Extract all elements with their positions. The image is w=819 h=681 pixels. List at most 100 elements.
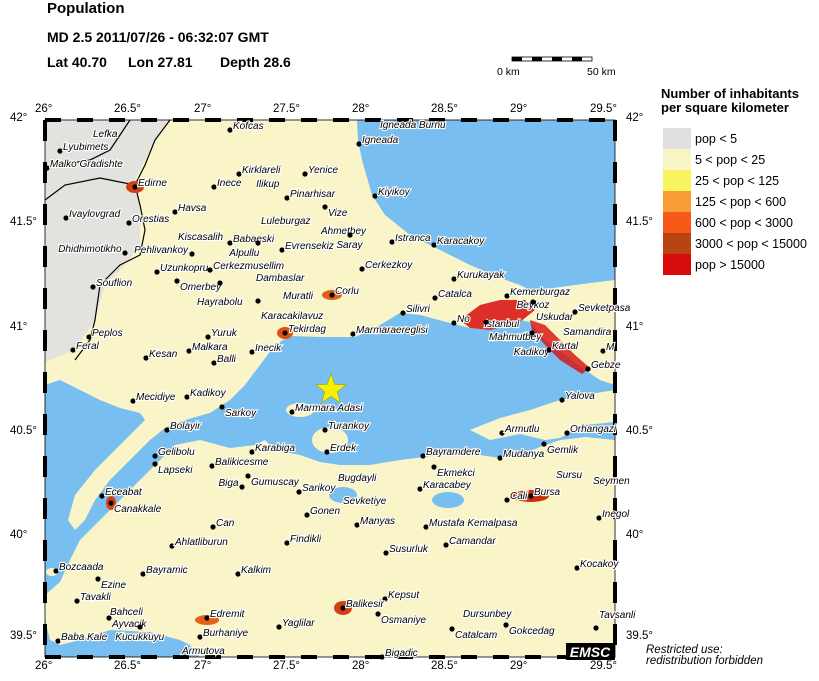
lake-uluabat bbox=[432, 492, 464, 508]
city-label: Kadikoy bbox=[514, 347, 551, 358]
city-label: Armutlu bbox=[504, 424, 540, 435]
city-label: Inecik bbox=[255, 343, 282, 354]
legend-title-line2: per square kilometer bbox=[661, 100, 789, 115]
city-marker: Mustafa Kemalpasa bbox=[423, 517, 519, 530]
city-label: Yaglilar bbox=[282, 618, 315, 629]
city-dot-icon bbox=[593, 625, 599, 631]
city-label: Karacakilavuz bbox=[261, 311, 323, 322]
lon-tick-top: 27.5° bbox=[273, 103, 300, 115]
city-dot-icon bbox=[63, 215, 69, 221]
city-marker: Cali bbox=[504, 490, 529, 503]
city-marker: Orestias bbox=[126, 213, 170, 226]
city-label: Marmaraereglisi bbox=[356, 325, 428, 336]
city-label: Inegol bbox=[602, 509, 630, 520]
city-dot-icon bbox=[164, 427, 170, 433]
city-dot-icon bbox=[529, 330, 535, 336]
emsc-logo: EMSC bbox=[566, 643, 615, 660]
city-marker: Mecidiye bbox=[130, 391, 177, 404]
city-layer: Kofcas Lefka Lyubimets Malko Gradishte Edirn… bbox=[44, 119, 637, 660]
city-marker: Uzunkopru bbox=[154, 262, 210, 275]
legend-title-line1: Number of inhabitants bbox=[661, 86, 799, 101]
city-marker: Karacabey bbox=[417, 479, 473, 492]
city-marker: Beykoz bbox=[515, 299, 550, 312]
city-marker: Tavakli bbox=[74, 591, 113, 604]
city-label: Sursu bbox=[556, 470, 583, 481]
city-label: Bayramic bbox=[146, 565, 188, 576]
star-icon bbox=[314, 372, 348, 404]
city-label: Yenice bbox=[308, 165, 338, 176]
city-label: Catalca bbox=[438, 289, 472, 300]
city-marker: Silivri bbox=[400, 303, 432, 316]
city-label: Canakkale bbox=[114, 504, 162, 515]
city-marker: Baba Kale bbox=[55, 631, 109, 644]
legend-swatch bbox=[663, 170, 691, 191]
lon-tick-top: 29° bbox=[510, 103, 528, 115]
city-marker: Karabiga bbox=[249, 442, 297, 455]
city-label: Kirklareli bbox=[242, 165, 281, 176]
city-marker: Kurukayak bbox=[451, 269, 506, 282]
city-marker: Inecik bbox=[249, 342, 283, 355]
city-label: Cerkezmusellim bbox=[213, 261, 284, 272]
city-marker: Kiyikoy bbox=[372, 186, 412, 199]
legend-swatch bbox=[663, 128, 691, 149]
density-istanbul-asia bbox=[530, 320, 590, 374]
city-marker: Havsa bbox=[172, 202, 208, 215]
city-marker: Cerkezmusellim bbox=[207, 260, 285, 273]
city-label: Burhaniye bbox=[203, 628, 248, 639]
city-label: Camandar bbox=[449, 536, 496, 547]
city-label: Bayramdere bbox=[426, 447, 481, 458]
city-dot-icon bbox=[140, 571, 146, 577]
city-dot-icon bbox=[572, 309, 578, 315]
city-marker: Erdek bbox=[324, 442, 358, 455]
city-marker: Kiscasalih bbox=[177, 231, 225, 244]
city-label: Ahlatliburun bbox=[174, 537, 228, 548]
legend-item: 3000 < pop < 15000 bbox=[663, 233, 807, 254]
city-marker: Yalova bbox=[559, 390, 596, 403]
city-label: Catalcam bbox=[455, 630, 497, 641]
city-dot-icon bbox=[340, 605, 346, 611]
city-marker: Kucukkuyu bbox=[114, 624, 166, 644]
legend-title: Number of inhabitants per square kilomet… bbox=[661, 87, 799, 115]
city-dot-icon bbox=[126, 220, 132, 226]
city-marker: Sarikoy bbox=[296, 482, 337, 495]
city-label: Manyas bbox=[360, 516, 395, 527]
notice-line2: redistribution forbidden bbox=[646, 655, 763, 667]
city-label: Omerbey bbox=[180, 282, 222, 293]
city-marker: Lyubimets bbox=[57, 141, 110, 154]
city-marker: Bayramic bbox=[140, 564, 189, 577]
city-dot-icon bbox=[186, 348, 192, 354]
city-dot-icon bbox=[189, 251, 195, 257]
city-marker: Catalca bbox=[432, 288, 473, 301]
city-marker: Ahlatliburun bbox=[169, 536, 229, 549]
legend-item: pop > 15000 bbox=[663, 254, 765, 275]
city-dot-icon bbox=[57, 148, 63, 154]
city-label: Kocakoy bbox=[580, 559, 619, 570]
kapidag-peninsula bbox=[312, 427, 348, 453]
legend-item: 600 < pop < 3000 bbox=[663, 212, 793, 233]
city-label: Kepsut bbox=[388, 590, 420, 601]
scale-start-label: 0 km bbox=[497, 66, 520, 78]
city-dot-icon bbox=[95, 576, 101, 582]
city-dot-icon bbox=[245, 473, 251, 479]
city-marker: Seymen bbox=[592, 475, 631, 488]
city-label: Edirne bbox=[138, 178, 167, 189]
city-label: Mahmutbey bbox=[489, 332, 542, 343]
lon-tick-top: 28° bbox=[352, 103, 370, 115]
city-dot-icon bbox=[236, 171, 242, 177]
lat-tick-left: 40° bbox=[10, 529, 28, 541]
country-border bbox=[44, 119, 131, 169]
city-dot-icon bbox=[227, 127, 233, 133]
city-marker: Sursu bbox=[555, 469, 584, 482]
city-dot-icon bbox=[279, 247, 285, 253]
city-marker: Balli bbox=[211, 353, 238, 366]
country-border bbox=[74, 119, 171, 361]
city-dot-icon bbox=[356, 141, 362, 147]
lon-tick-bottom: 28° bbox=[352, 660, 370, 672]
city-dot-icon bbox=[249, 349, 255, 355]
city-marker: Turankoy bbox=[322, 420, 371, 433]
lon-tick-bottom: 29° bbox=[510, 660, 528, 672]
city-label: Kemerburgaz bbox=[510, 287, 570, 298]
city-dot-icon bbox=[451, 276, 457, 282]
city-label: Bahceli bbox=[110, 607, 144, 618]
city-label: Lefka bbox=[93, 129, 118, 140]
